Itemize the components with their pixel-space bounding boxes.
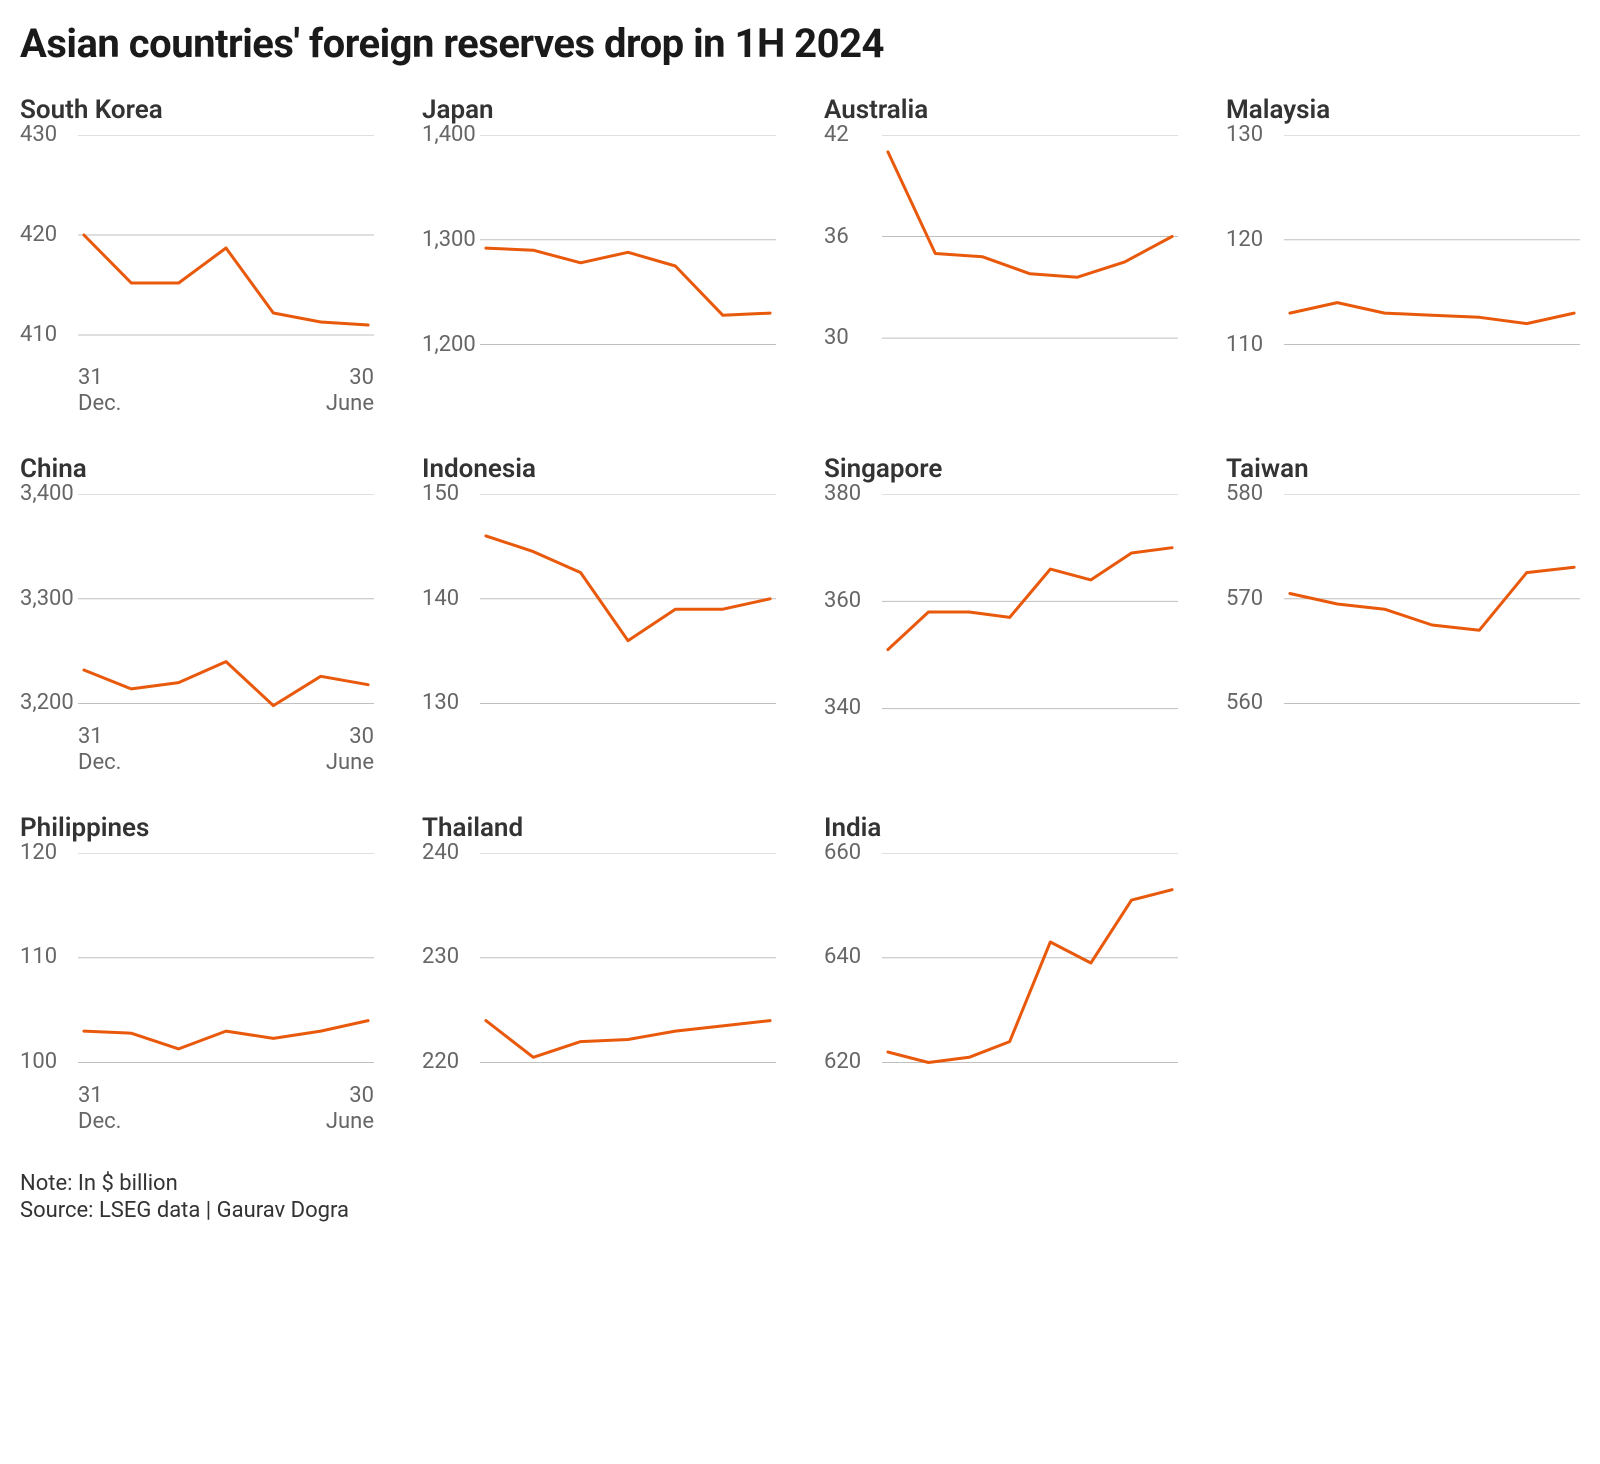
panel-australia: Australia 423630 [824, 95, 1178, 418]
panel-indonesia: Indonesia 150140130 [422, 454, 776, 777]
data-series [888, 152, 1172, 277]
data-series [486, 536, 770, 641]
data-series [486, 1020, 770, 1057]
y-axis-labels: 660640620 [824, 853, 882, 1073]
y-axis-labels: 120110100 [20, 853, 78, 1073]
panel-title: China [20, 454, 374, 484]
y-axis-labels: 130120110 [1226, 135, 1284, 355]
chart-plot [882, 135, 1178, 355]
panel-title: India [824, 813, 1178, 843]
y-axis-labels: 1,4001,3001,200 [422, 135, 480, 355]
y-axis-labels: 150140130 [422, 494, 480, 714]
data-series [888, 547, 1172, 649]
y-axis-labels: 3,4003,3003,200 [20, 494, 78, 714]
chart-plot [1284, 494, 1580, 714]
data-series [84, 235, 368, 325]
y-axis-labels: 580570560 [1226, 494, 1284, 714]
data-series [486, 248, 770, 315]
panel-title: Philippines [20, 813, 374, 843]
panel-title: Thailand [422, 813, 776, 843]
panel-taiwan: Taiwan 580570560 [1226, 454, 1580, 777]
chart-plot [78, 494, 374, 714]
data-series [84, 661, 368, 705]
data-series [888, 889, 1172, 1062]
data-series [1290, 303, 1574, 324]
data-series [84, 1020, 368, 1048]
panel-malaysia: Malaysia 130120110 [1226, 95, 1580, 418]
panel-title: Malaysia [1226, 95, 1580, 125]
chart-plot [480, 135, 776, 355]
chart-plot [1284, 135, 1580, 355]
panel-title: South Korea [20, 95, 374, 125]
panel-china: China 3,4003,3003,200 31Dec.30June [20, 454, 374, 777]
panel-india: India 660640620 [824, 813, 1178, 1136]
y-axis-labels: 240230220 [422, 853, 480, 1073]
x-axis-labels: 31Dec.30June [20, 724, 374, 777]
chart-plot [78, 853, 374, 1073]
chart-plot [78, 135, 374, 355]
panel-title: Australia [824, 95, 1178, 125]
panel-title: Indonesia [422, 454, 776, 484]
footer-source: Source: LSEG data | Gaurav Dogra [20, 1198, 1580, 1223]
panel-thailand: Thailand 240230220 [422, 813, 776, 1136]
y-axis-labels: 380360340 [824, 494, 882, 714]
panel-philippines: Philippines 120110100 31Dec.30June [20, 813, 374, 1136]
y-axis-labels: 430420410 [20, 135, 78, 355]
footer-note: Note: In $ billion [20, 1171, 1580, 1196]
panel-title: Taiwan [1226, 454, 1580, 484]
panel-title: Japan [422, 95, 776, 125]
chart-plot [480, 853, 776, 1073]
chart-plot [882, 853, 1178, 1073]
x-axis-labels: 31Dec.30June [20, 1083, 374, 1136]
chart-plot [480, 494, 776, 714]
panel-singapore: Singapore 380360340 [824, 454, 1178, 777]
chart-title: Asian countries' foreign reserves drop i… [20, 20, 1580, 67]
x-axis-labels: 31Dec.30June [20, 365, 374, 418]
panel-japan: Japan 1,4001,3001,200 [422, 95, 776, 418]
small-multiples-grid: South Korea 430420410 31Dec.30June Japan 1,4… [20, 95, 1580, 1135]
chart-footer: Note: In $ billion Source: LSEG data | G… [20, 1171, 1580, 1223]
y-axis-labels: 423630 [824, 135, 882, 355]
chart-plot [882, 494, 1178, 714]
panel-south-korea: South Korea 430420410 31Dec.30June [20, 95, 374, 418]
panel-title: Singapore [824, 454, 1178, 484]
